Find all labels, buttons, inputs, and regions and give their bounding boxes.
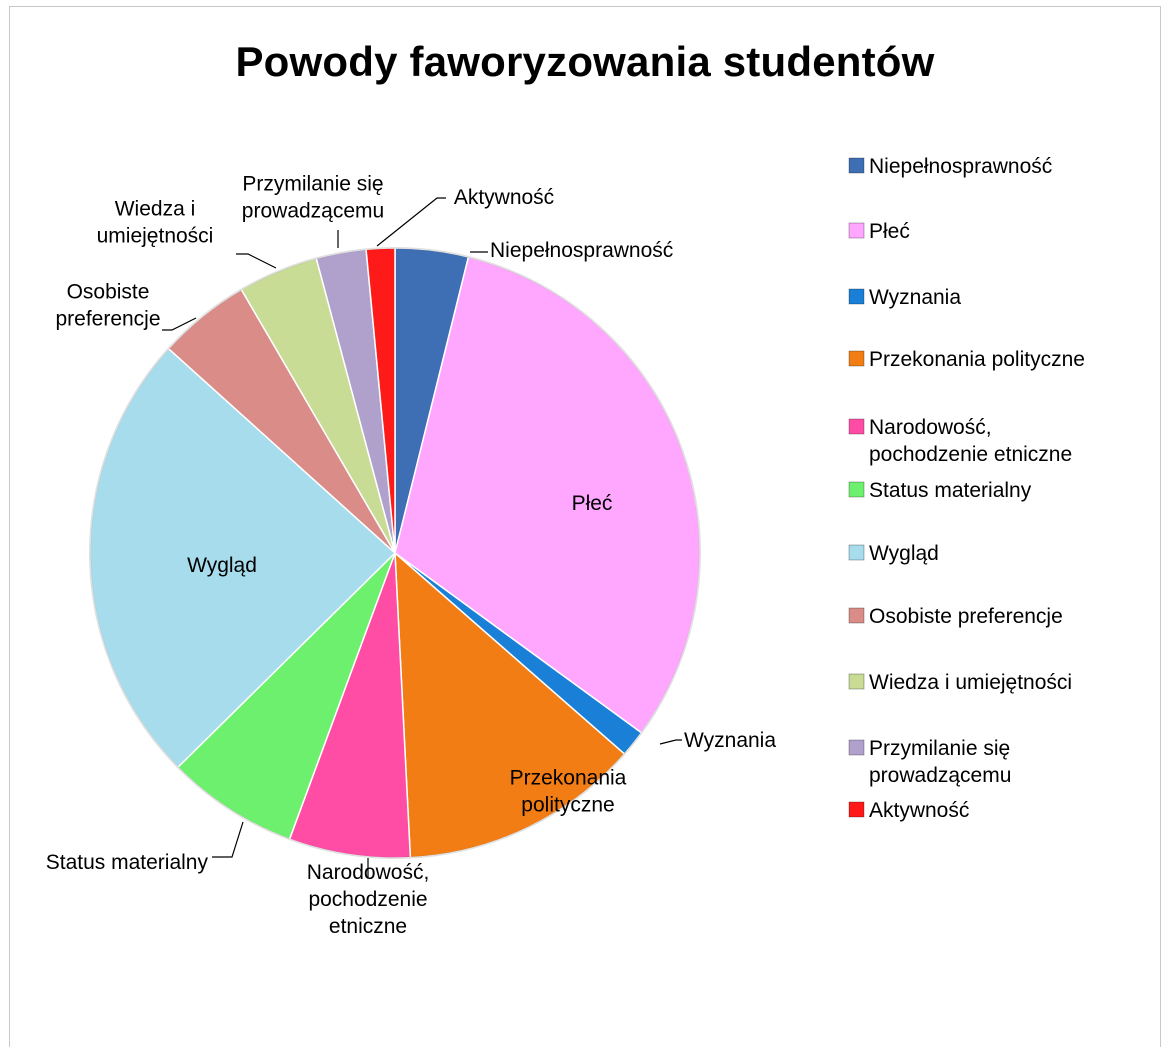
legend: Niepełnosprawność Płeć Wyznania Przekonania… [849, 155, 1085, 822]
legend-entry-3: Przekonania polityczne [869, 348, 1085, 371]
legend-swatch-8 [849, 674, 864, 689]
legend-entry-line: Osobiste preferencje [869, 605, 1063, 628]
data-label-line: preferencje [55, 308, 160, 331]
legend-entry-line: Wyznania [869, 286, 961, 309]
legend-entry-7: Osobiste preferencje [869, 605, 1063, 628]
data-label-6: Wygląd [187, 554, 257, 577]
legend-entry-line: Status materialny [869, 479, 1032, 502]
legend-entry-line: Wiedza i umiejętności [869, 671, 1072, 694]
data-label-line: Płeć [572, 492, 613, 515]
leader-line-10 [377, 198, 446, 246]
data-label-5: Status materialny [46, 851, 209, 874]
legend-swatch-5 [849, 482, 864, 497]
legend-entry-line: pochodzenie etniczne [869, 443, 1072, 466]
data-label-line: Narodowość, [307, 861, 430, 884]
legend-entry-4: Narodowość, pochodzenie etniczne [869, 416, 1072, 466]
data-label-line: Wiedza i [115, 198, 196, 221]
legend-swatch-0 [849, 158, 864, 173]
data-label-9: Przymilanie się prowadzącemu [242, 173, 384, 223]
legend-entry-1: Płeć [869, 220, 910, 243]
data-label-line: pochodzenie [308, 888, 427, 911]
data-label-line: polityczne [521, 794, 614, 817]
data-label-8: Wiedza i umiejętności [97, 198, 214, 248]
legend-entry-line: Aktywność [869, 799, 969, 822]
legend-entry-8: Wiedza i umiejętności [869, 671, 1072, 694]
legend-entry-0: Niepełnosprawność [869, 155, 1052, 178]
legend-entry-6: Wygląd [869, 542, 939, 565]
legend-swatch-1 [849, 223, 864, 238]
leader-line-8 [236, 254, 276, 268]
data-label-line: Status materialny [46, 851, 209, 874]
leader-line-5 [212, 822, 243, 857]
legend-entry-line: prowadzącemu [869, 764, 1011, 787]
legend-entry-line: Wygląd [869, 542, 939, 565]
data-label-line: Niepełnosprawność [490, 239, 673, 262]
data-label-10: Aktywność [454, 186, 554, 209]
legend-swatch-3 [849, 351, 864, 366]
legend-swatch-6 [849, 545, 864, 560]
data-label-4: Narodowość, pochodzenie etniczne [307, 861, 430, 938]
legend-swatch-10 [849, 802, 864, 817]
legend-entry-line: Przymilanie się [869, 737, 1010, 760]
data-label-line: Przekonania [510, 767, 627, 790]
legend-entry-2: Wyznania [869, 286, 961, 309]
legend-entry-5: Status materialny [869, 479, 1032, 502]
legend-entry-line: Niepełnosprawność [869, 155, 1052, 178]
legend-swatch-7 [849, 608, 864, 623]
legend-entry-10: Aktywność [869, 799, 969, 822]
pie-chart: Niepełnosprawność Płeć Wyznania Przekonania… [0, 0, 1161, 1009]
data-label-7: Osobiste preferencje [55, 281, 160, 331]
data-label-line: Aktywność [454, 186, 554, 209]
data-label-line: Przymilanie się [242, 173, 383, 196]
legend-entry-line: Narodowość, [869, 416, 992, 439]
data-label-1: Płeć [572, 492, 613, 515]
legend-swatch-9 [849, 740, 864, 755]
legend-entry-9: Przymilanie się prowadzącemu [869, 737, 1011, 787]
data-label-0: Niepełnosprawność [490, 239, 673, 262]
legend-entry-line: Przekonania polityczne [869, 348, 1085, 371]
data-label-line: Osobiste [67, 281, 150, 304]
data-label-2: Wyznania [684, 729, 776, 752]
data-label-line: umiejętności [97, 225, 214, 248]
data-label-line: Wyznania [684, 729, 776, 752]
legend-swatch-2 [849, 289, 864, 304]
data-label-line: Wygląd [187, 554, 257, 577]
leader-line-2 [660, 740, 682, 744]
legend-entry-line: Płeć [869, 220, 910, 243]
data-label-line: etniczne [329, 915, 407, 938]
legend-swatch-4 [849, 419, 864, 434]
data-label-line: prowadzącemu [242, 200, 384, 223]
